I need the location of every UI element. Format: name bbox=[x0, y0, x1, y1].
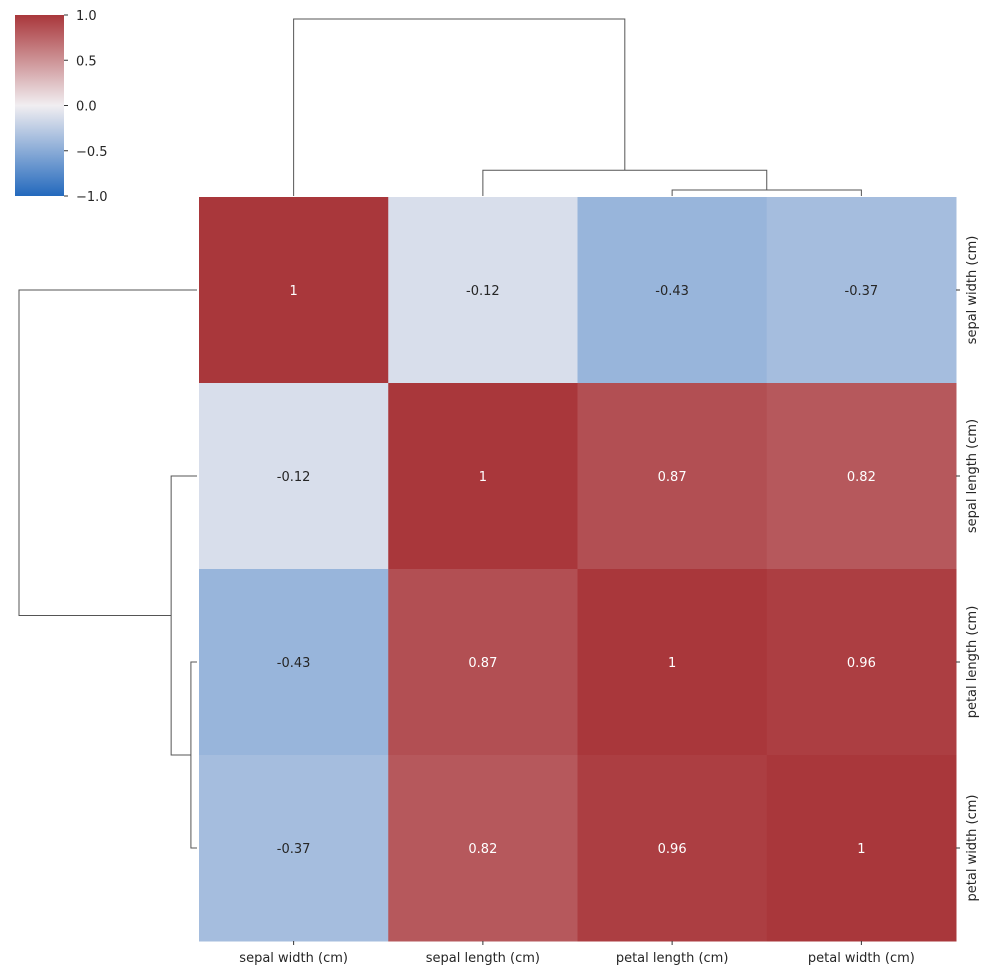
heatmap-cell bbox=[766, 755, 957, 942]
x-tick-label: sepal length (cm) bbox=[426, 951, 540, 966]
cell-value-label: -0.12 bbox=[466, 284, 500, 299]
heatmap-cell bbox=[766, 197, 957, 384]
colorbar-tick-label: 0.0 bbox=[76, 100, 97, 115]
cell-value-label: 1 bbox=[479, 470, 487, 485]
column-dendrogram-link bbox=[293, 18, 626, 196]
row-dendrogram-link bbox=[190, 661, 197, 849]
colorbar-tick-label: 1.0 bbox=[76, 9, 97, 24]
y-tick-label: sepal length (cm) bbox=[965, 419, 980, 533]
heatmap-cell bbox=[577, 383, 768, 570]
row-dendrogram-link bbox=[18, 289, 197, 616]
heatmap-cell bbox=[199, 569, 389, 756]
x-tick-label: sepal width (cm) bbox=[239, 951, 348, 966]
heatmap-cell bbox=[766, 569, 957, 756]
heatmap-cell bbox=[388, 569, 578, 756]
y-tick-label: sepal width (cm) bbox=[965, 236, 980, 345]
heatmap-cell bbox=[766, 383, 957, 570]
x-tick-label: petal length (cm) bbox=[616, 951, 729, 966]
cell-value-label: 0.96 bbox=[847, 656, 876, 671]
cell-value-label: -0.37 bbox=[277, 842, 311, 857]
cell-value-label: 0.87 bbox=[468, 656, 497, 671]
cell-value-label: 0.82 bbox=[468, 842, 497, 857]
x-tick-label: petal width (cm) bbox=[808, 951, 915, 966]
heatmap-cell bbox=[577, 197, 768, 384]
heatmap-cell bbox=[199, 383, 389, 570]
heatmap-cell bbox=[388, 383, 578, 570]
colorbar-tick-label: −1.0 bbox=[76, 190, 108, 205]
colorbar-tick-label: 0.5 bbox=[76, 54, 97, 69]
heatmap-cell bbox=[199, 197, 389, 384]
cell-value-label: 0.87 bbox=[658, 470, 687, 485]
cell-value-label: 1 bbox=[668, 656, 676, 671]
heatmap-cell bbox=[577, 569, 768, 756]
column-dendrogram-link bbox=[482, 169, 768, 196]
cell-value-label: -0.43 bbox=[277, 656, 311, 671]
cell-value-label: 0.96 bbox=[658, 842, 687, 857]
heatmap-cell bbox=[199, 755, 389, 942]
heatmap-cell bbox=[388, 755, 578, 942]
colorbar-tick-label: −0.5 bbox=[76, 145, 108, 160]
column-dendrogram bbox=[293, 18, 862, 196]
colorbar-gradient bbox=[15, 15, 64, 196]
y-axis-labels: sepal width (cm) sepal length (cm) petal l… bbox=[956, 236, 980, 902]
cell-value-label: -0.37 bbox=[845, 284, 879, 299]
cell-value-label: 1 bbox=[289, 284, 297, 299]
row-dendrogram-link bbox=[170, 475, 197, 756]
row-dendrogram bbox=[18, 289, 197, 849]
colorbar: 1.0 0.5 0.0 −0.5 −1.0 bbox=[15, 9, 108, 205]
heatmap-grid: 1 -0.12 -0.43 -0.37 -0.12 1 0.87 0.82 -0.43 0.87 1… bbox=[199, 197, 957, 942]
y-tick-label: petal width (cm) bbox=[965, 795, 980, 902]
cell-value-label: -0.12 bbox=[277, 470, 311, 485]
x-axis-labels: sepal width (cm) sepal length (cm) petal l… bbox=[239, 941, 915, 966]
cell-value-label: -0.43 bbox=[655, 284, 689, 299]
column-dendrogram-link bbox=[671, 189, 862, 196]
cell-value-label: 1 bbox=[857, 842, 865, 857]
heatmap-cell bbox=[388, 197, 578, 384]
y-tick-label: petal length (cm) bbox=[965, 606, 980, 719]
heatmap-cell bbox=[577, 755, 768, 942]
colorbar-ticks: 1.0 0.5 0.0 −0.5 −1.0 bbox=[64, 9, 108, 205]
cell-value-label: 0.82 bbox=[847, 470, 876, 485]
